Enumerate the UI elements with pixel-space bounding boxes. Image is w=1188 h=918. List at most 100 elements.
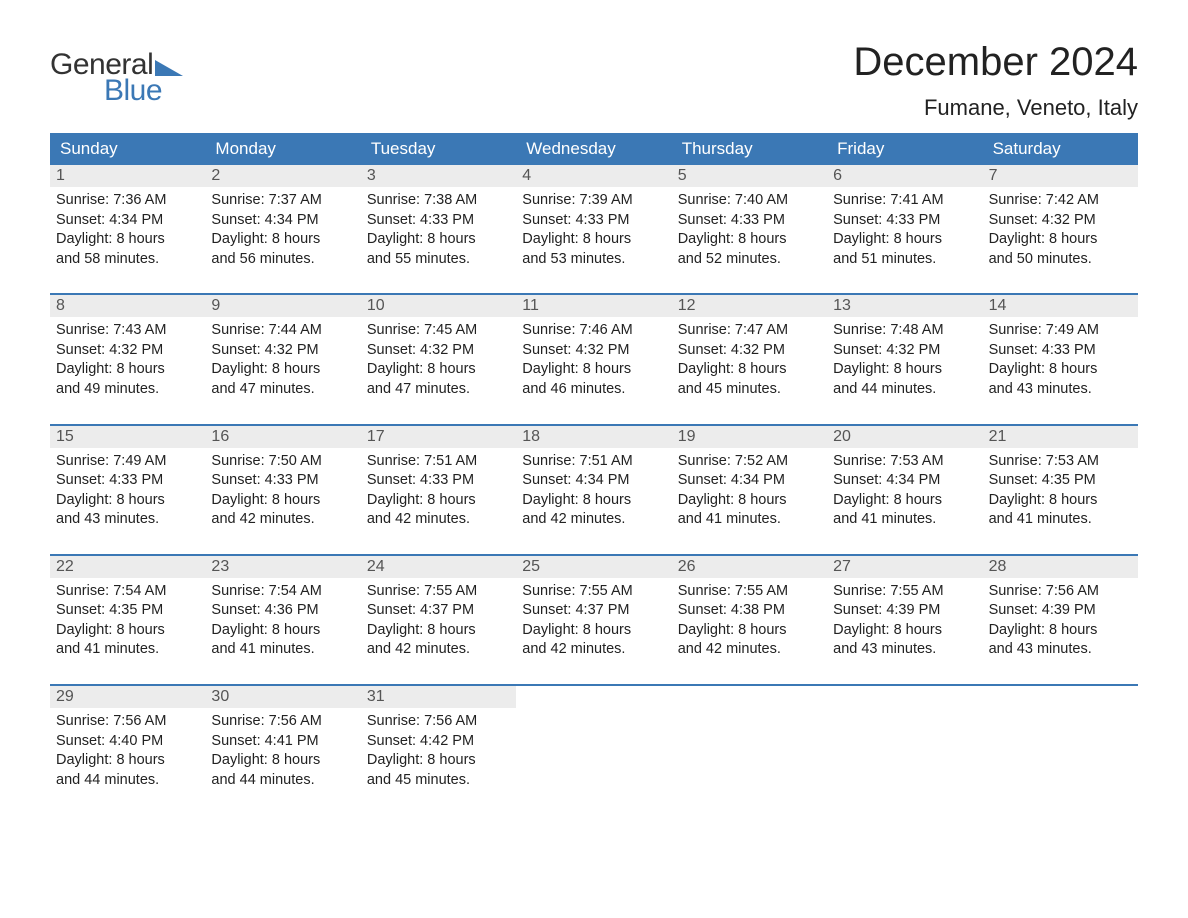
day-number: 13 [827,295,982,317]
day-info-line: Sunset: 4:39 PM [989,601,1132,621]
day-info-line: Sunrise: 7:55 AM [367,582,510,602]
day-info-line: and 46 minutes. [522,380,665,400]
day-info-line: Daylight: 8 hours [522,491,665,511]
day-body: Sunrise: 7:53 AMSunset: 4:34 PMDaylight:… [827,448,982,536]
day-info-line: Sunrise: 7:56 AM [367,712,510,732]
day-info-line: Sunset: 4:33 PM [211,471,354,491]
day-info-line: Sunset: 4:32 PM [211,341,354,361]
day-info-line: Daylight: 8 hours [56,230,199,250]
day-info-line: Sunset: 4:32 PM [989,211,1132,231]
day-number: 22 [50,556,205,578]
day-info-line: Daylight: 8 hours [833,621,976,641]
day-cell: 19Sunrise: 7:52 AMSunset: 4:34 PMDayligh… [672,426,827,536]
day-body: Sunrise: 7:55 AMSunset: 4:37 PMDaylight:… [361,578,516,666]
day-cell: 25Sunrise: 7:55 AMSunset: 4:37 PMDayligh… [516,556,671,666]
day-info-line: Daylight: 8 hours [367,751,510,771]
day-number: 18 [516,426,671,448]
day-cell: 28Sunrise: 7:56 AMSunset: 4:39 PMDayligh… [983,556,1138,666]
day-info-line: Daylight: 8 hours [211,491,354,511]
day-info-line: Daylight: 8 hours [56,360,199,380]
day-info-line: and 56 minutes. [211,250,354,270]
day-info-line: Daylight: 8 hours [833,230,976,250]
day-number: 3 [361,165,516,187]
day-info-line: Sunset: 4:34 PM [211,211,354,231]
day-info-line: Daylight: 8 hours [211,621,354,641]
day-body: Sunrise: 7:40 AMSunset: 4:33 PMDaylight:… [672,187,827,275]
day-body: Sunrise: 7:56 AMSunset: 4:39 PMDaylight:… [983,578,1138,666]
day-info-line: Sunset: 4:34 PM [522,471,665,491]
day-body: Sunrise: 7:41 AMSunset: 4:33 PMDaylight:… [827,187,982,275]
day-info-line: Sunset: 4:32 PM [833,341,976,361]
day-info-line: Sunrise: 7:49 AM [56,452,199,472]
day-number: 5 [672,165,827,187]
day-cell: 26Sunrise: 7:55 AMSunset: 4:38 PMDayligh… [672,556,827,666]
day-info-line: and 42 minutes. [367,510,510,530]
day-info-line: Sunset: 4:33 PM [678,211,821,231]
day-number: 17 [361,426,516,448]
day-number: 29 [50,686,205,708]
day-cell: 11Sunrise: 7:46 AMSunset: 4:32 PMDayligh… [516,295,671,405]
day-body: Sunrise: 7:42 AMSunset: 4:32 PMDaylight:… [983,187,1138,275]
day-body: Sunrise: 7:54 AMSunset: 4:36 PMDaylight:… [205,578,360,666]
day-info-line: Daylight: 8 hours [211,230,354,250]
day-info-line: Sunset: 4:33 PM [989,341,1132,361]
day-body: Sunrise: 7:56 AMSunset: 4:40 PMDaylight:… [50,708,205,796]
day-info-line: Sunset: 4:34 PM [833,471,976,491]
day-info-line: Sunset: 4:39 PM [833,601,976,621]
day-info-line: Sunrise: 7:54 AM [56,582,199,602]
day-number: 6 [827,165,982,187]
day-info-line: Daylight: 8 hours [211,751,354,771]
day-cell [827,686,982,796]
day-body: Sunrise: 7:39 AMSunset: 4:33 PMDaylight:… [516,187,671,275]
day-info-line: Daylight: 8 hours [56,751,199,771]
day-info-line: Sunset: 4:33 PM [56,471,199,491]
day-number: 9 [205,295,360,317]
day-number: 14 [983,295,1138,317]
calendar-week: 29Sunrise: 7:56 AMSunset: 4:40 PMDayligh… [50,684,1138,796]
calendar-week: 1Sunrise: 7:36 AMSunset: 4:34 PMDaylight… [50,165,1138,275]
weekday-header: Thursday [672,133,827,165]
day-body: Sunrise: 7:37 AMSunset: 4:34 PMDaylight:… [205,187,360,275]
day-info-line: Sunrise: 7:43 AM [56,321,199,341]
day-body: Sunrise: 7:51 AMSunset: 4:33 PMDaylight:… [361,448,516,536]
day-cell: 1Sunrise: 7:36 AMSunset: 4:34 PMDaylight… [50,165,205,275]
day-info-line: Daylight: 8 hours [989,491,1132,511]
day-info-line: Sunset: 4:34 PM [56,211,199,231]
day-info-line: and 41 minutes. [678,510,821,530]
day-body: Sunrise: 7:55 AMSunset: 4:39 PMDaylight:… [827,578,982,666]
day-body: Sunrise: 7:56 AMSunset: 4:41 PMDaylight:… [205,708,360,796]
day-info-line: Sunrise: 7:42 AM [989,191,1132,211]
day-info-line: Sunset: 4:40 PM [56,732,199,752]
day-info-line: Daylight: 8 hours [989,230,1132,250]
day-cell: 14Sunrise: 7:49 AMSunset: 4:33 PMDayligh… [983,295,1138,405]
day-info-line: Daylight: 8 hours [522,360,665,380]
day-body: Sunrise: 7:53 AMSunset: 4:35 PMDaylight:… [983,448,1138,536]
day-number: 28 [983,556,1138,578]
day-cell: 10Sunrise: 7:45 AMSunset: 4:32 PMDayligh… [361,295,516,405]
day-cell: 20Sunrise: 7:53 AMSunset: 4:34 PMDayligh… [827,426,982,536]
day-info-line: and 55 minutes. [367,250,510,270]
day-info-line: Sunrise: 7:39 AM [522,191,665,211]
day-info-line: and 42 minutes. [522,640,665,660]
day-cell: 8Sunrise: 7:43 AMSunset: 4:32 PMDaylight… [50,295,205,405]
day-cell: 13Sunrise: 7:48 AMSunset: 4:32 PMDayligh… [827,295,982,405]
day-info-line: Sunrise: 7:53 AM [989,452,1132,472]
day-info-line: and 41 minutes. [56,640,199,660]
day-number: 10 [361,295,516,317]
day-info-line: and 42 minutes. [678,640,821,660]
day-info-line: and 42 minutes. [522,510,665,530]
day-cell: 16 Sunrise: 7:50 AMSunset: 4:33 PMDayligh… [205,426,360,536]
day-info-line: Sunrise: 7:50 AM [211,452,354,472]
weekday-header: Friday [827,133,982,165]
day-number: 16 [205,426,360,448]
day-info-line: Sunset: 4:33 PM [522,211,665,231]
day-cell: 15Sunrise: 7:49 AMSunset: 4:33 PMDayligh… [50,426,205,536]
day-cell: 18Sunrise: 7:51 AMSunset: 4:34 PMDayligh… [516,426,671,536]
weekday-header: Tuesday [361,133,516,165]
day-info-line: and 42 minutes. [211,510,354,530]
day-info-line: and 58 minutes. [56,250,199,270]
day-info-line: Sunset: 4:32 PM [367,341,510,361]
day-number: 4 [516,165,671,187]
day-info-line: Sunset: 4:35 PM [989,471,1132,491]
day-cell: 31Sunrise: 7:56 AMSunset: 4:42 PMDayligh… [361,686,516,796]
